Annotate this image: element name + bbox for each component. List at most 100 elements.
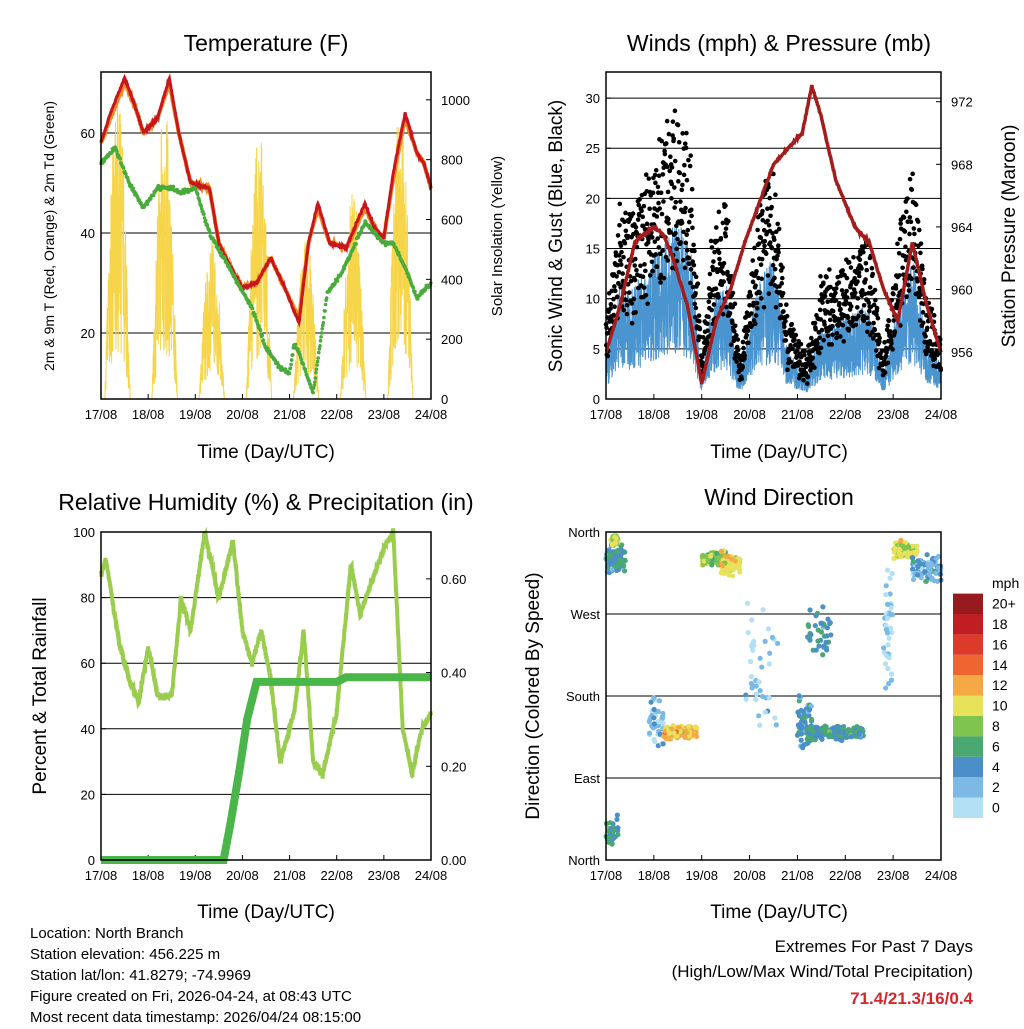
dewpoint-point [315, 363, 319, 367]
gust-point [748, 293, 754, 298]
gust-point [817, 307, 823, 313]
gust-point [640, 274, 646, 280]
gust-point [792, 337, 797, 342]
direction-point [883, 626, 889, 633]
direction-point [824, 625, 831, 631]
gust-point [936, 362, 942, 367]
direction-point [833, 736, 839, 742]
direction-point [881, 645, 887, 651]
gust-point [660, 172, 666, 177]
direction-point [692, 724, 699, 730]
gust-point [871, 336, 876, 341]
direction-point [660, 710, 666, 717]
gust-point [660, 248, 665, 253]
gust-point [925, 325, 930, 331]
direction-point [745, 629, 751, 636]
gust-point [682, 265, 688, 271]
gust-point [875, 315, 881, 321]
dewpoint-point [293, 342, 298, 347]
gust-point [828, 284, 833, 290]
direction-point [888, 677, 895, 683]
dewpoint-point [311, 390, 315, 395]
gust-point [779, 281, 785, 286]
gust-point [732, 301, 738, 307]
legend-label: 20+ [992, 596, 1016, 612]
gust-point [882, 370, 888, 375]
gust-point [890, 347, 895, 352]
direction-point [684, 730, 690, 736]
gust-point [772, 275, 777, 281]
direction-point [805, 622, 811, 628]
dewpoint-point [317, 347, 322, 351]
direction-point [655, 719, 661, 725]
gust-point [877, 335, 882, 341]
gust-point [646, 236, 651, 242]
direction-point [923, 578, 929, 584]
gust-point [906, 282, 911, 288]
direction-point [885, 642, 891, 648]
legend-swatch [953, 736, 983, 757]
direction-point [669, 726, 675, 732]
direction-point [883, 685, 889, 691]
direction-point [749, 617, 755, 623]
gust-point [841, 339, 847, 344]
gust-point [860, 249, 866, 255]
gust-point [863, 260, 869, 266]
gust-point [691, 262, 697, 268]
direction-point [725, 553, 731, 560]
winds-title: Winds (mph) & Pressure (mb) [627, 30, 931, 56]
gust-point [666, 131, 672, 137]
gust-point [810, 355, 816, 361]
gust-point [682, 162, 687, 168]
direction-point [607, 834, 613, 840]
solar-insolation-line [101, 90, 431, 400]
gust-point [621, 254, 626, 260]
gust-point [650, 190, 656, 196]
gust-point [643, 268, 648, 274]
gust-point [767, 240, 773, 245]
gust-point [816, 330, 822, 335]
gust-point [918, 250, 923, 256]
gust-point [692, 301, 698, 307]
direction-point [827, 620, 833, 626]
gust-point [790, 346, 795, 352]
y-tick-label: North [568, 853, 600, 868]
x-tick-label: 19/08 [179, 868, 212, 883]
gust-point [632, 256, 638, 262]
gust-point [825, 299, 830, 305]
gust-point [766, 223, 772, 228]
gust-point [669, 165, 675, 170]
sonic-wind-line [605, 222, 942, 393]
gust-point [759, 276, 764, 282]
gust-point [679, 187, 685, 193]
gust-point [768, 213, 773, 219]
direction-point [887, 591, 893, 597]
gust-point [683, 240, 689, 246]
gust-point [822, 293, 828, 299]
gust-point [614, 294, 620, 300]
humidity-title: Relative Humidity (%) & Precipitation (i… [58, 489, 473, 515]
gust-point [801, 377, 806, 383]
gust-point [655, 236, 660, 241]
gust-point [723, 203, 728, 208]
gust-point [906, 288, 912, 293]
gust-point [616, 281, 621, 286]
direction-point [757, 655, 763, 661]
direction-point [796, 693, 802, 699]
direction-point [849, 734, 855, 740]
x-tick-label: 20/08 [226, 407, 259, 422]
legend-swatch [953, 654, 983, 676]
direction-point [719, 562, 726, 569]
gust-point [827, 317, 833, 323]
gust-point [631, 296, 637, 302]
gust-point [730, 304, 735, 310]
dewpoint-point [352, 245, 356, 250]
winds-y2label: Station Pressure (Maroon) [999, 125, 1020, 348]
y2-tick-label: 600 [441, 212, 463, 227]
y2-tick-label: 0 [441, 392, 448, 407]
x-tick-label: 18/08 [638, 407, 671, 422]
direction-point [726, 572, 732, 578]
gust-point [632, 263, 638, 268]
direction-point [840, 725, 846, 731]
gust-point [675, 236, 680, 242]
